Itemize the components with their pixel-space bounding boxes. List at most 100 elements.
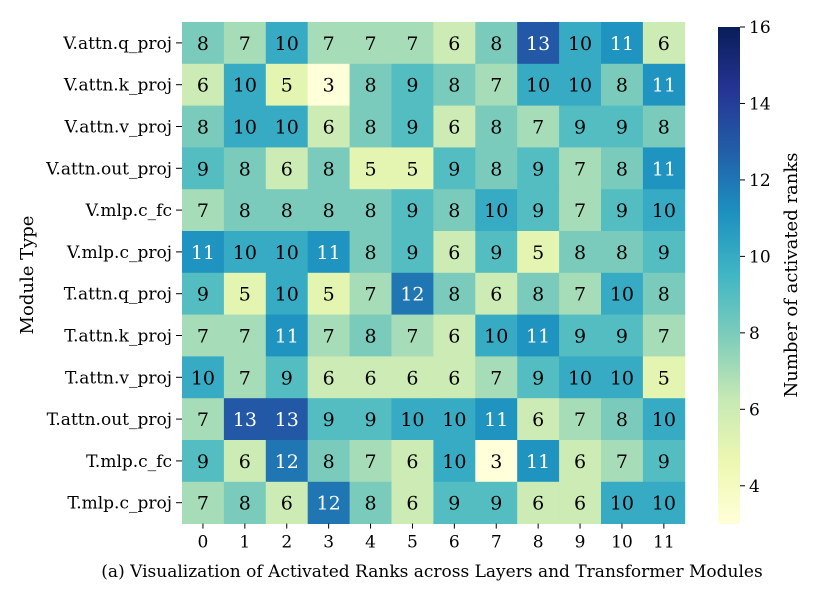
cell-value-label: 7	[323, 33, 335, 55]
cell-value-label: 7	[574, 284, 586, 306]
cell-value-label: 11	[191, 242, 215, 264]
cell-value-label: 6	[574, 493, 586, 515]
cell-value-label: 9	[616, 117, 628, 139]
heatmap-cell	[475, 481, 518, 524]
heatmap-cell	[265, 440, 309, 483]
colorbar-ticks: 4 6 8 10 12 14 16	[740, 18, 771, 497]
cell-value-label: 7	[365, 33, 377, 55]
heatmap-cell	[433, 22, 476, 65]
cell-value-label: 6	[448, 367, 460, 389]
cell-value-label: 8	[365, 200, 377, 222]
cell-value-label: 9	[658, 242, 670, 264]
cell-value-label: 9	[406, 117, 418, 139]
heatmap-cell	[307, 22, 350, 65]
cell-value-label: 8	[365, 326, 377, 348]
y-tick-label: V.mlp.c_fc	[85, 201, 172, 221]
heatmap-cell	[307, 481, 350, 524]
heatmap-cell	[601, 147, 644, 190]
cell-value-label: 13	[233, 409, 257, 431]
cell-value-label: 6	[448, 326, 460, 348]
cell-value-label: 10	[400, 409, 424, 431]
y-tick-label: T.mlp.c_proj	[67, 494, 172, 514]
cell-value-label: 6	[281, 158, 293, 180]
cell-value-label: 11	[275, 326, 299, 348]
heatmap-cell	[391, 105, 434, 148]
heatmap-cell	[433, 440, 476, 483]
heatmap-cell	[433, 63, 476, 106]
cell-value-label: 11	[526, 326, 550, 348]
cell-value-label: 10	[610, 284, 634, 306]
cell-value-label: 10	[568, 75, 592, 97]
cell-value-label: 9	[616, 200, 628, 222]
heatmap-cell	[642, 63, 686, 106]
colorbar-tick-label: 12	[749, 171, 771, 191]
heatmap-cell	[391, 481, 434, 524]
heatmap-cell	[223, 314, 267, 357]
x-tick-label: 7	[491, 533, 502, 553]
heatmap-cell	[642, 189, 686, 232]
cell-value-label: 6	[532, 493, 544, 515]
y-axis-title: Module Type	[17, 216, 38, 335]
heatmap-cell	[223, 440, 267, 483]
heatmap-cell	[433, 314, 476, 357]
cell-value-label: 5	[281, 75, 293, 97]
heatmap-cell	[559, 189, 602, 232]
cell-value-label: 10	[275, 284, 299, 306]
cell-value-label: 8	[448, 284, 460, 306]
heatmap-cell	[475, 398, 518, 441]
heatmap-cell	[182, 189, 225, 232]
heatmap-cell	[349, 189, 392, 232]
cell-value-label: 8	[365, 242, 377, 264]
heatmap-cell	[642, 356, 686, 399]
cell-value-label: 9	[448, 158, 460, 180]
cell-value-label: 8	[239, 493, 251, 515]
colorbar-tick-label: 14	[749, 94, 771, 114]
cell-value-label: 11	[610, 33, 634, 55]
heatmap-cell	[307, 356, 350, 399]
x-tick-label: 2	[281, 533, 292, 553]
colorbar	[718, 27, 740, 524]
cell-value-label: 7	[365, 451, 377, 473]
heatmap-cell	[265, 398, 309, 441]
cell-value-label: 8	[616, 242, 628, 264]
cell-value-label: 9	[532, 200, 544, 222]
heatmap-cell	[517, 272, 560, 315]
heatmap-cell	[559, 105, 602, 148]
cell-value-label: 8	[574, 242, 586, 264]
heatmap-cell	[601, 356, 644, 399]
heatmap-cell	[223, 22, 267, 65]
cell-value-label: 6	[239, 451, 251, 473]
y-tick-labels: V.attn.q_proj V.attn.k_proj V.attn.v_proj V…	[45, 34, 182, 514]
cell-value-label: 9	[448, 493, 460, 515]
cell-value-label: 9	[365, 409, 377, 431]
x-tick-label: 0	[198, 533, 209, 553]
colorbar-tick-label: 8	[749, 324, 760, 344]
heatmap-cell	[223, 147, 267, 190]
heatmap-cell	[559, 356, 602, 399]
cell-value-label: 9	[281, 367, 293, 389]
heatmap-cell	[642, 105, 686, 148]
cell-value-label: 8	[323, 451, 335, 473]
cell-value-label: 9	[197, 284, 209, 306]
cell-value-label: 10	[652, 409, 676, 431]
heatmap-cell	[559, 440, 602, 483]
cell-value-label: 7	[239, 326, 251, 348]
colorbar-tick-label: 16	[749, 18, 771, 38]
heatmap-cell	[601, 440, 644, 483]
cell-value-label: 10	[526, 75, 550, 97]
cell-value-label: 8	[448, 75, 460, 97]
x-tick-labels: 0 1 2 3 4 5 6 7 8 9 10 11	[198, 523, 675, 553]
heatmap-cell	[601, 189, 644, 232]
heatmap-cell	[433, 231, 476, 274]
cell-value-label: 6	[448, 117, 460, 139]
cell-value-label: 10	[610, 367, 634, 389]
heatmap-cell	[307, 398, 350, 441]
cell-value-label: 9	[658, 451, 670, 473]
cell-value-label: 8	[323, 200, 335, 222]
heatmap-cell	[391, 314, 434, 357]
cell-value-label: 8	[323, 158, 335, 180]
heatmap-cell	[475, 105, 518, 148]
cell-value-label: 8	[658, 117, 670, 139]
cell-value-label: 7	[490, 367, 502, 389]
